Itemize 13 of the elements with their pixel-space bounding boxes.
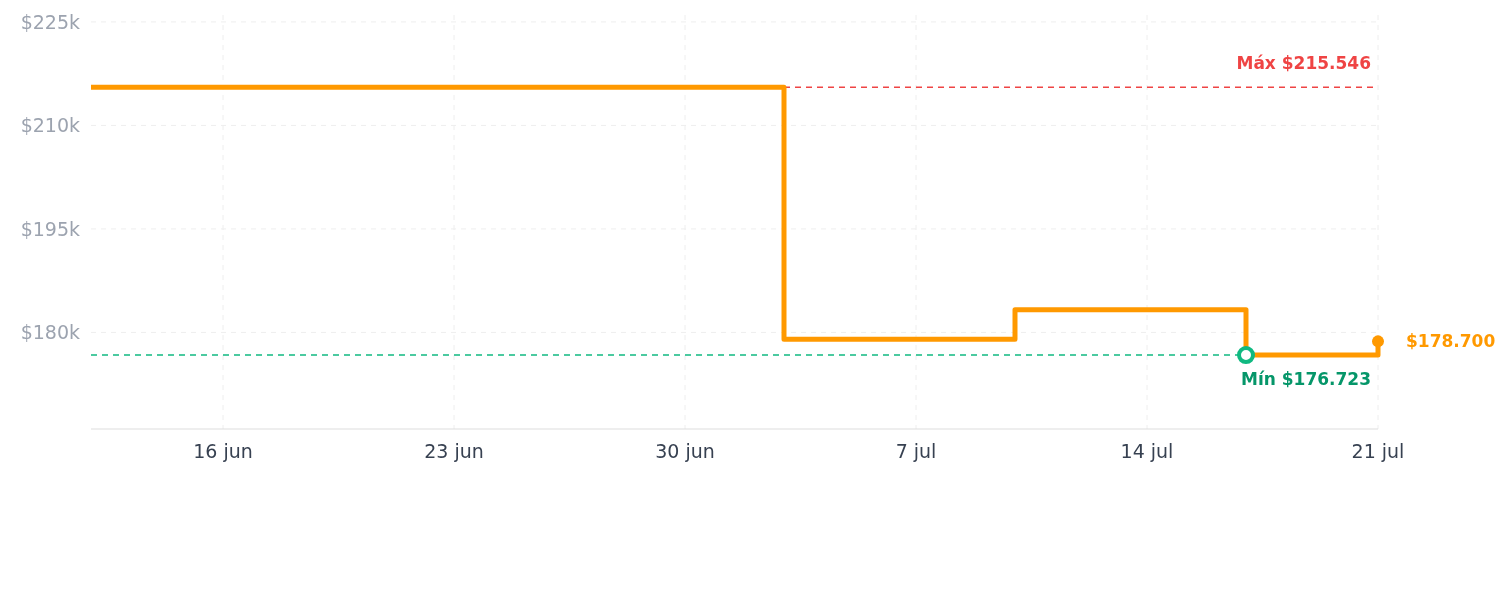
data-label: $178.700 — [1406, 331, 1496, 352]
x-tick-label: 14 jul — [1120, 440, 1174, 462]
ref-line-label: Máx $215.546 — [1236, 53, 1371, 74]
x-tick-label: 23 jun — [424, 440, 484, 462]
x-tick-label: 21 jul — [1351, 440, 1405, 462]
x-tick-label: 30 jun — [655, 440, 715, 462]
y-tick-label: $210k — [20, 114, 80, 137]
y-tick-label: $180k — [20, 321, 80, 344]
x-tick-label: 7 jul — [895, 440, 937, 462]
y-tick-label: $225k — [20, 10, 80, 33]
ref-line-label: Mín $176.723 — [1240, 369, 1371, 390]
x-tick-label: 16 jun — [193, 440, 253, 462]
y-tick-label: $195k — [20, 217, 80, 240]
